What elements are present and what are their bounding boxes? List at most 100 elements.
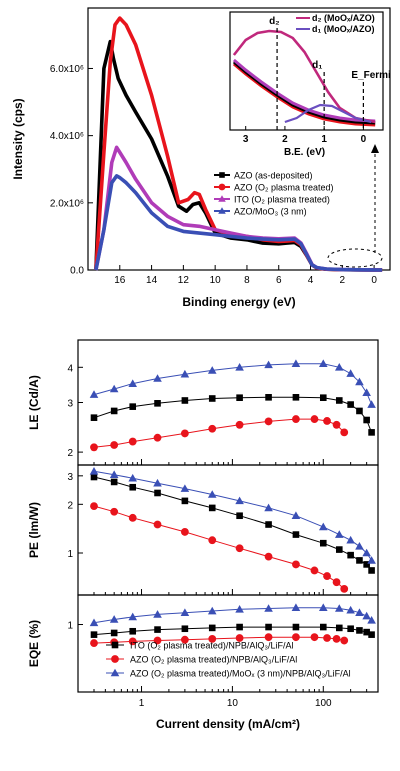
le-data-point	[318, 359, 328, 367]
pe-data-point	[153, 478, 162, 487]
eqe-data-point	[264, 633, 273, 642]
ups-legend-label: AZO/MoO₃ (3 nm)	[234, 207, 307, 217]
eqe-data-point	[180, 635, 189, 644]
fermi-region-ellipse	[327, 248, 383, 268]
eqe-data-point	[335, 624, 343, 632]
ups-x-tick-label: 16	[114, 275, 126, 286]
ups-x-tick-label: 12	[178, 275, 190, 286]
le-y-tick-label: 4	[67, 363, 73, 374]
eqe-series-2	[89, 603, 376, 627]
eqe-legend-label: AZO (O₂ plasma treated)/MoOₓ (3 nm)/NPB/…	[130, 669, 351, 679]
eqe-data-point	[363, 628, 370, 636]
eqe-data-point	[292, 633, 300, 642]
le-data-point	[347, 401, 354, 408]
ups-legend-marker	[218, 195, 226, 202]
pe-data-point	[207, 490, 217, 498]
inset-curve-black	[232, 60, 376, 125]
eqe-data-point	[207, 606, 217, 615]
le-data-point	[154, 400, 161, 407]
le-data-point	[208, 424, 217, 433]
pe-y-axis-label: PE (lm/W)	[27, 502, 41, 558]
le-data-point	[346, 369, 355, 377]
eqe-data-point	[319, 623, 327, 631]
inset-curve-d1	[284, 103, 372, 124]
eqe-data-point	[235, 605, 244, 613]
ups-x-axis-label: Binding energy (eV)	[182, 295, 295, 309]
pe-data-point	[323, 572, 331, 580]
ups-x-tick-label: 14	[146, 275, 158, 286]
eqe-x-tick-label: 10	[227, 698, 239, 709]
le-data-point	[110, 441, 119, 449]
le-series-0	[90, 394, 375, 436]
eqe-data-point	[128, 612, 138, 621]
eqe-data-point	[291, 603, 301, 611]
eqe-data-point	[265, 623, 272, 631]
pe-data-point	[154, 489, 161, 497]
le-data-point	[110, 407, 118, 415]
ups-x-tick-label: 6	[276, 275, 282, 286]
pe-series-2	[89, 466, 376, 564]
le-data-point	[208, 395, 216, 402]
eqe-legend-label: AZO (O₂ plasma treated)/NPB/AlQ₃/LiF/Al	[130, 655, 297, 665]
pe-data-point	[208, 536, 217, 545]
eqe-series-0	[90, 623, 375, 638]
eqe-legend-marker	[111, 655, 119, 663]
le-data-point	[235, 363, 244, 371]
pe-data-point	[340, 584, 349, 593]
le-data-point	[363, 416, 370, 424]
eqe-data-point	[89, 618, 99, 627]
inset-curve-red	[232, 62, 376, 127]
eqe-y-axis-label: EQE (%)	[27, 620, 41, 667]
le-data-point	[292, 415, 300, 423]
eqe-series-line	[93, 607, 372, 624]
eqe-data-point	[181, 625, 189, 633]
eqe-data-point	[236, 623, 243, 631]
pe-data-point	[109, 470, 119, 478]
eqe-legend-label: ITO (O₂ plasma treated)/NPB/AlQ₃/LiF/Al	[130, 641, 294, 651]
eqe-data-point	[334, 604, 344, 612]
eqe-data-point	[340, 636, 349, 645]
eqe-data-point	[310, 633, 319, 642]
eqe-data-point	[208, 624, 216, 632]
eqe-data-point	[368, 631, 375, 638]
le-data-point	[264, 360, 273, 369]
pe-data-point	[236, 512, 243, 520]
pe-data-point	[265, 521, 272, 528]
eqe-data-point	[362, 611, 371, 620]
le-data-point	[181, 397, 189, 404]
le-data-point	[180, 429, 189, 438]
inset-x-tick-label: 3	[243, 134, 249, 145]
pe-data-point	[181, 497, 189, 505]
le-data-point	[89, 390, 99, 398]
inset-x-tick-label: 2	[282, 134, 288, 145]
pe-data-point	[235, 496, 244, 505]
eqe-data-point	[90, 631, 98, 638]
eqe-series-1	[90, 633, 349, 647]
eqe-data-point	[332, 634, 341, 643]
ups-x-tick-label: 4	[308, 275, 314, 286]
le-y-tick-label: 3	[67, 399, 73, 410]
ups-legend-label: AZO (O₂ plasma treated)	[234, 183, 334, 193]
pe-data-point	[264, 552, 273, 561]
pe-series-1	[90, 502, 349, 593]
le-data-point	[362, 388, 371, 397]
pe-data-point	[356, 557, 363, 564]
pe-series-0	[90, 473, 375, 574]
ups-x-tick-label: 0	[371, 275, 377, 286]
pe-data-point	[180, 484, 190, 492]
eqe-data-point	[110, 629, 118, 637]
eqe-x-axis-label: Current density (mA/cm²)	[156, 717, 300, 731]
pe-data-point	[208, 504, 216, 512]
pe-data-point	[110, 478, 118, 486]
pe-data-point	[362, 548, 371, 557]
pe-data-point	[368, 567, 375, 574]
le-data-point	[180, 369, 190, 378]
eqe-data-point	[292, 623, 300, 631]
inset-legend-label: d₂ (MoOₓ/AZO)	[312, 13, 375, 23]
le-data-point	[264, 417, 273, 426]
le-data-point	[368, 429, 375, 436]
le-data-point	[236, 394, 243, 402]
le-data-point	[367, 400, 376, 408]
